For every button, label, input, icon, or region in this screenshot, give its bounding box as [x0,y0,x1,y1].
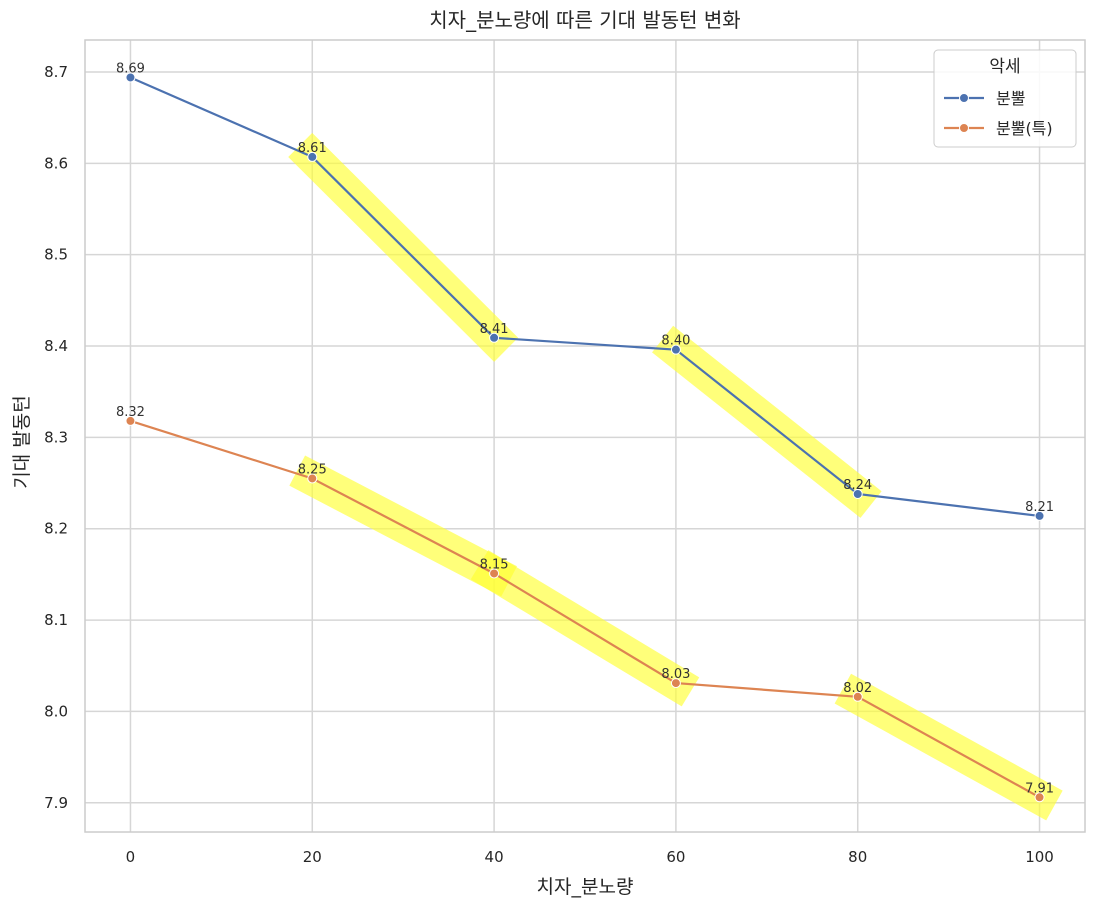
data-point [489,568,500,579]
x-tick-label: 0 [126,848,136,866]
data-label: 8.41 [480,322,509,337]
data-point [1034,792,1045,803]
data-label: 8.69 [116,61,145,76]
chart-title: 치자_분노량에 따른 기대 발동턴 변화 [429,8,740,32]
data-label: 8.03 [661,667,690,682]
grid [85,40,1085,832]
y-axis-label: 기대 발동턴 [11,395,33,488]
y-tick-label: 8.4 [44,337,68,355]
data-label: 8.25 [298,462,327,477]
data-label: 8.15 [480,557,509,572]
y-tick-label: 8.6 [44,154,68,172]
data-point [1034,510,1045,521]
data-label: 8.32 [116,405,145,420]
data-label: 8.24 [843,478,872,493]
x-tick-label: 100 [1025,848,1054,866]
plot-frame [84,39,1086,833]
x-tick-label: 20 [303,848,322,866]
data-label: 8.02 [843,681,872,696]
data-point [852,489,863,500]
data-label: 8.21 [1025,500,1054,515]
data-label: 8.40 [661,334,690,349]
y-tick-label: 8.7 [44,63,68,81]
y-tick-label: 8.2 [44,520,68,538]
x-tick-label: 80 [848,848,867,866]
series-line [130,419,1041,799]
legend-marker [959,93,969,103]
y-tick-label: 8.5 [44,246,68,264]
data-point [125,72,136,83]
x-tick-label: 40 [485,848,504,866]
legend-entry-label: 분뿔 [996,89,1025,108]
data-point [307,473,318,484]
legend-marker [959,123,969,133]
legend-box [933,49,1077,148]
y-tick-label: 8.3 [44,428,68,446]
x-tick-label: 60 [666,848,685,866]
data-labels: 8.69 8.61 8.41 8.40 8.24 8.21 8.32 8.25 8.15 8.03… [116,61,1054,796]
y-tick-label: 8.1 [44,611,68,629]
series-line [130,76,1040,518]
data-point [307,151,318,162]
data-label: 7.91 [1025,781,1054,796]
data-point [125,415,136,426]
data-label: 8.61 [298,141,327,156]
data-point [670,344,681,355]
data-point [489,332,500,343]
y-tick-label: 7.9 [44,794,68,812]
x-axis-label: 치자_분노량 [537,876,634,898]
series-lines [125,72,1045,803]
tick-labels: 0 20 40 60 80 100 7.9 8.0 8.1 8.2 8.3 8.4 8.5 8.6 8.7 [44,63,1054,866]
legend-entry-label: 분뿔(특) [996,119,1053,138]
data-point [852,691,863,702]
legend-title: 악세 [989,57,1020,77]
y-tick-label: 8.0 [44,702,68,720]
data-point [670,678,681,689]
